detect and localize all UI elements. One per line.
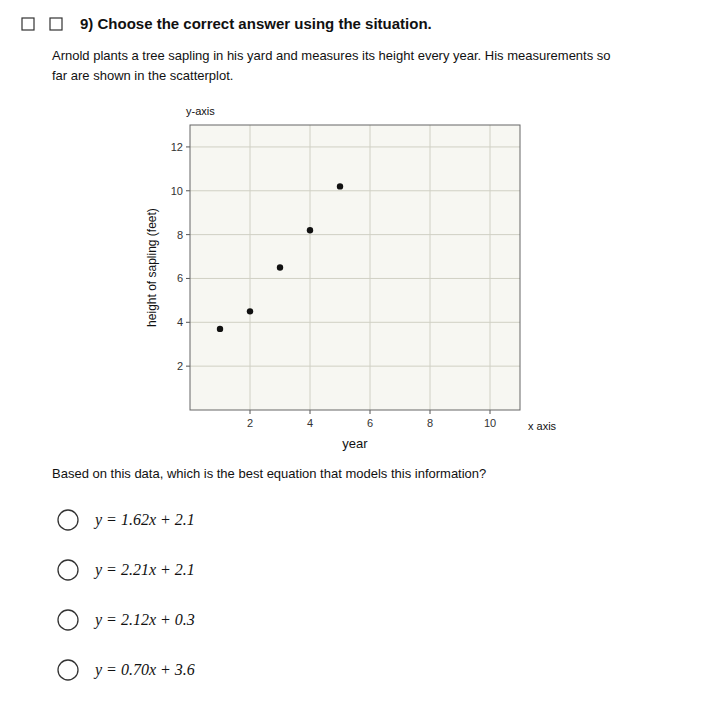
tick (250, 410, 251, 414)
tick (186, 278, 190, 279)
tick-label: 2 (177, 360, 183, 372)
axis-note: y-axis (186, 105, 215, 117)
point (247, 308, 253, 314)
tick-label: 12 (171, 141, 183, 153)
radio-button[interactable] (58, 660, 78, 680)
tick-label: 6 (177, 272, 183, 284)
axis-note: x axis (528, 420, 557, 432)
answer-choice: y = 1.62x + 2.1 (93, 511, 195, 529)
tick (186, 146, 190, 147)
title: 9) Choose the correct answer using the s… (80, 15, 432, 32)
tick (186, 322, 190, 323)
answer-choice: y = 0.70x + 3.6 (93, 661, 195, 679)
answer-choice: y = 2.21x + 2.1 (93, 561, 195, 579)
grid-line (190, 366, 520, 367)
problem-text: far are shown in the scatterplot. (52, 68, 233, 83)
tick (490, 410, 491, 414)
tick (186, 234, 190, 235)
grid-line (490, 125, 491, 410)
grid-line (370, 125, 371, 410)
answer-choice: y = 2.12x + 0.3 (93, 611, 195, 629)
tick-label: 4 (307, 417, 313, 429)
radio-button[interactable] (58, 610, 78, 630)
tick-label: 2 (247, 417, 253, 429)
point (277, 264, 283, 270)
plot-frame (190, 125, 520, 410)
points (217, 183, 343, 332)
point (307, 227, 313, 233)
grid-line (190, 234, 520, 235)
tick (186, 366, 190, 367)
radio-button[interactable] (58, 560, 78, 580)
checkbox[interactable] (22, 18, 34, 30)
plot-area (190, 125, 520, 410)
tick-label: 10 (171, 185, 183, 197)
tick-label: 6 (367, 417, 373, 429)
tick-label: 8 (177, 229, 183, 241)
x-axis-label: year (342, 436, 368, 451)
grid-line (190, 190, 520, 191)
y-axis-label: height of sapling (feet) (145, 208, 159, 327)
grid-line (190, 146, 520, 147)
grid-line (430, 125, 431, 410)
grid-line (190, 278, 520, 279)
grid-line (190, 322, 520, 323)
tick (186, 190, 190, 191)
tick (310, 410, 311, 414)
point (217, 326, 223, 332)
tick (430, 410, 431, 414)
tick-label: 8 (427, 417, 433, 429)
grid-line (250, 125, 251, 410)
question-text: Based on this data, which is the best eq… (52, 466, 486, 481)
problem-text: Arnold plants a tree sapling in his yard… (52, 48, 611, 63)
tick (370, 410, 371, 414)
radio-button[interactable] (58, 510, 78, 530)
tick-label: 10 (484, 417, 496, 429)
grid-line (310, 125, 311, 410)
checkbox[interactable] (50, 18, 62, 30)
grid (190, 125, 520, 410)
page: 9) Choose the correct answer using the s… (0, 0, 719, 701)
point (337, 183, 343, 189)
tick-label: 4 (177, 316, 183, 328)
